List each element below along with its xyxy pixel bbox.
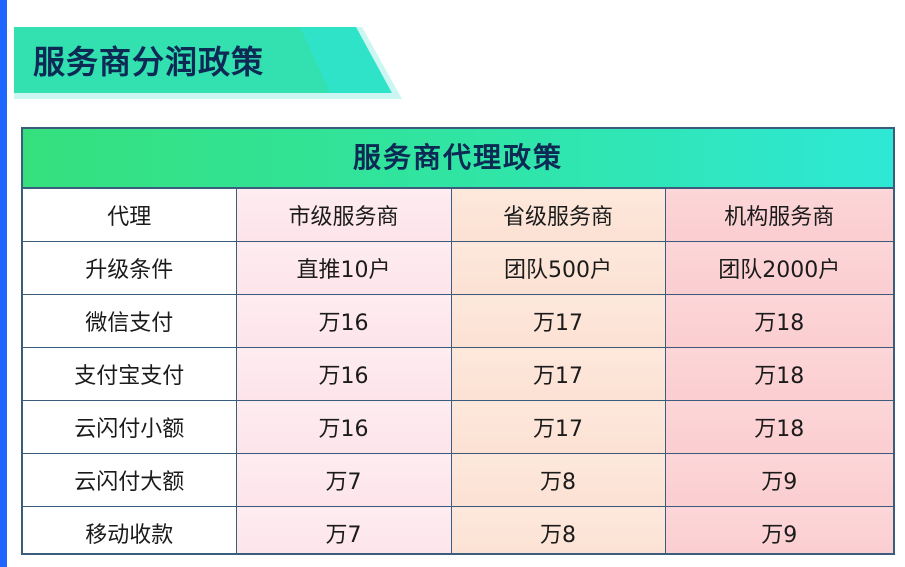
row-label-cell: 云闪付大额: [23, 453, 237, 507]
table-title: 服务商代理政策: [23, 129, 893, 189]
province-value-cell: 万17: [450, 400, 666, 454]
city-value-cell: 万16: [235, 347, 452, 401]
section-title: 服务商分润政策: [33, 43, 265, 81]
institution-value-cell: 万9: [664, 506, 893, 553]
city-value-cell: 万16: [235, 294, 452, 348]
table-row: 微信支付 万16 万17 万18: [23, 294, 893, 348]
header-cell-province: 省级服务商: [450, 189, 666, 242]
row-label-cell: 微信支付: [23, 294, 237, 348]
city-value-cell: 万7: [235, 453, 452, 507]
institution-value-cell: 万9: [664, 453, 893, 507]
table-row: 升级条件 直推10户 团队500户 团队2000户: [23, 241, 893, 295]
institution-value-cell: 团队2000户: [664, 241, 893, 295]
policy-table: 服务商代理政策 代理 市级服务商 省级服务商 机构服务商 升级条件 直推10户 …: [21, 127, 895, 555]
province-value-cell: 团队500户: [450, 241, 666, 295]
header-cell-institution: 机构服务商: [664, 189, 893, 242]
row-label-cell: 升级条件: [23, 241, 237, 295]
institution-value-cell: 万18: [664, 294, 893, 348]
province-value-cell: 万17: [450, 294, 666, 348]
table-row: 云闪付小额 万16 万17 万18: [23, 400, 893, 454]
city-value-cell: 万16: [235, 400, 452, 454]
section-banner: 服务商分润政策: [0, 27, 410, 99]
institution-value-cell: 万18: [664, 347, 893, 401]
table-row: 云闪付大额 万7 万8 万9: [23, 453, 893, 507]
policy-grid: 代理 市级服务商 省级服务商 机构服务商 升级条件 直推10户 团队500户 团…: [23, 189, 893, 553]
header-cell-city: 市级服务商: [235, 189, 452, 242]
header-cell-agent: 代理: [23, 189, 237, 242]
banner-shape: [14, 27, 402, 99]
province-value-cell: 万8: [450, 506, 666, 553]
city-value-cell: 万7: [235, 506, 452, 553]
row-label-cell: 支付宝支付: [23, 347, 237, 401]
row-label-cell: 云闪付小额: [23, 400, 237, 454]
city-value-cell: 直推10户: [235, 241, 452, 295]
table-header-row: 代理 市级服务商 省级服务商 机构服务商: [23, 189, 893, 242]
left-accent-bar: [0, 0, 7, 567]
row-label-cell: 移动收款: [23, 506, 237, 553]
province-value-cell: 万17: [450, 347, 666, 401]
table-row: 支付宝支付 万16 万17 万18: [23, 347, 893, 401]
institution-value-cell: 万18: [664, 400, 893, 454]
table-row: 移动收款 万7 万8 万9: [23, 506, 893, 553]
province-value-cell: 万8: [450, 453, 666, 507]
